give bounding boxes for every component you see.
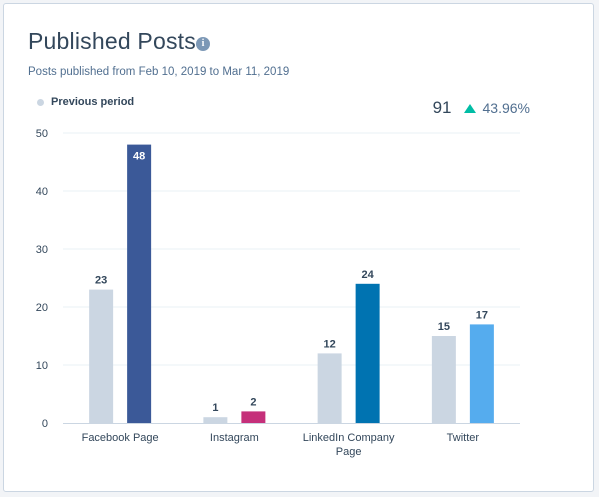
bar [203, 417, 228, 423]
summary: 91 43.96% [433, 98, 530, 118]
legend-label: Previous period [51, 96, 135, 108]
bar [317, 353, 342, 423]
info-icon[interactable]: i [196, 37, 210, 51]
bar [127, 144, 152, 423]
bar-value-label: 12 [324, 338, 336, 350]
bar-value-label: 15 [438, 321, 450, 333]
bar-value-label: 23 [95, 275, 107, 287]
triangle-up-icon [463, 103, 476, 113]
bar-value-label: 2 [250, 396, 256, 408]
legend[interactable]: Previous period [37, 96, 134, 108]
bar-value-label: 17 [476, 309, 488, 321]
y-tick-label: 40 [36, 186, 48, 198]
x-category-label: Instagram [210, 432, 259, 444]
bar [241, 411, 266, 423]
bar-value-label: 24 [362, 269, 375, 281]
bar [469, 324, 494, 423]
summary-change: 43.96% [482, 100, 530, 116]
y-tick-label: 30 [36, 244, 48, 256]
page-title: Published Posts [28, 28, 196, 54]
x-category-label: Facebook Page [82, 432, 159, 444]
y-tick-label: 0 [42, 418, 48, 430]
date-range-subtitle: Posts published from Feb 10, 2019 to Mar… [28, 66, 290, 78]
bar [89, 289, 114, 423]
bar [431, 336, 456, 423]
y-tick-label: 20 [36, 302, 48, 314]
x-category-label: Twitter [447, 432, 480, 444]
bar-value-label: 1 [212, 402, 218, 414]
bar [355, 283, 380, 423]
bar-value-label: 48 [133, 151, 145, 163]
x-category-label: LinkedIn Company Page [303, 432, 395, 458]
summary-total: 91 [432, 98, 452, 117]
legend-dot-icon [37, 98, 44, 106]
y-tick-label: 50 [36, 128, 48, 140]
y-tick-label: 10 [36, 360, 48, 372]
